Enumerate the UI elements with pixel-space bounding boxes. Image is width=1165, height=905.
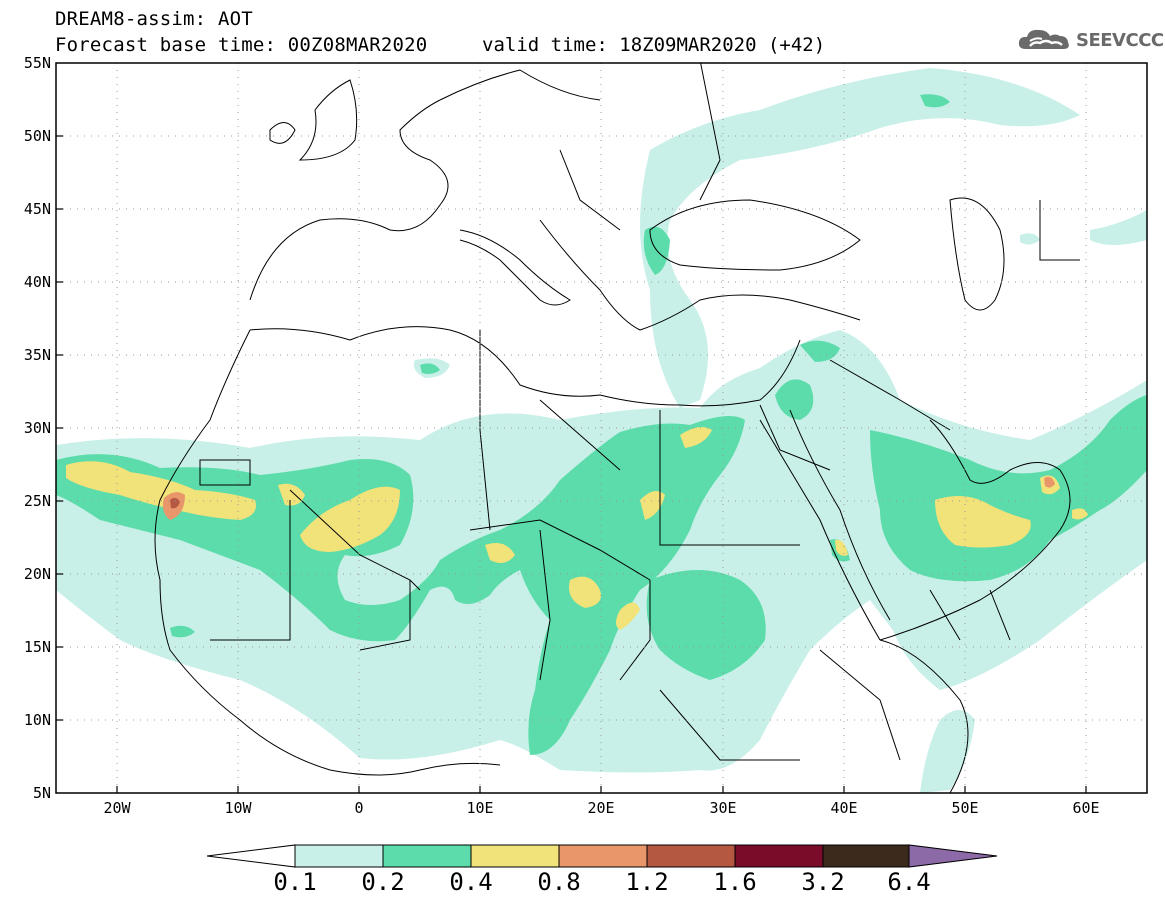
lat-label: 45N xyxy=(24,200,51,218)
lat-label: 30N xyxy=(24,419,51,437)
lat-label: 5N xyxy=(33,784,51,802)
cloud-icon xyxy=(1018,29,1069,49)
colorbar-label: 3.2 xyxy=(801,868,845,896)
axis-ticks xyxy=(56,135,1087,793)
lon-label: 50E xyxy=(951,799,978,817)
aot-contour-fields xyxy=(56,68,1147,793)
valid-time: valid time: 18Z09MAR2020 (+42) xyxy=(482,34,826,56)
lon-label: 40E xyxy=(830,799,857,817)
colorbar-high-arrow xyxy=(908,844,998,868)
forecast-base-time: Forecast base time: 00Z08MAR2020 xyxy=(55,34,428,56)
aot-field-0.4 xyxy=(66,426,1088,630)
lat-label: 55N xyxy=(24,54,51,72)
aot-field-1.2 xyxy=(170,497,180,509)
colorbar-box-0.1 xyxy=(294,844,384,868)
coastlines-and-borders xyxy=(154,63,1080,793)
lon-label: 10W xyxy=(224,799,252,817)
seevccc-logo: SEEVCCC xyxy=(1018,26,1164,54)
lat-label: 35N xyxy=(24,346,51,364)
lon-label: 20W xyxy=(103,799,131,817)
colorbar xyxy=(206,844,998,868)
logo-text: SEEVCCC xyxy=(1076,29,1164,51)
colorbar-box-0.4 xyxy=(470,844,560,868)
colorbar-box-0.8 xyxy=(558,844,648,868)
lon-label: 10E xyxy=(466,799,493,817)
product-title: DREAM8-assim: AOT xyxy=(55,8,253,30)
colorbar-box-1.6 xyxy=(734,844,824,868)
colorbar-label: 6.4 xyxy=(887,868,931,896)
lon-label: 20E xyxy=(587,799,614,817)
colorbar-box-3.2 xyxy=(822,844,910,868)
lat-label: 10N xyxy=(24,711,51,729)
colorbar-label: 0.4 xyxy=(449,868,493,896)
colorbar-box-0.2 xyxy=(382,844,472,868)
lon-label: 30E xyxy=(709,799,736,817)
colorbar-label: 1.2 xyxy=(625,868,669,896)
lon-label: 0 xyxy=(354,799,363,817)
colorbar-low-arrow xyxy=(206,844,296,868)
lon-label: 60E xyxy=(1072,799,1099,817)
colorbar-label: 1.6 xyxy=(713,868,757,896)
colorbar-label: 0.2 xyxy=(361,868,405,896)
lat-label: 50N xyxy=(24,127,51,145)
aot-field-0.1 xyxy=(56,68,1147,793)
lat-label: 25N xyxy=(24,492,51,510)
colorbar-label: 0.1 xyxy=(273,868,317,896)
latitude-labels: 55N 50N 45N 40N 35N 30N 25N 20N 15N 10N … xyxy=(24,54,51,802)
gridlines xyxy=(56,63,1147,793)
lat-label: 20N xyxy=(24,565,51,583)
colorbar-box-1.2 xyxy=(646,844,736,868)
longitude-labels: 20W 10W 0 10E 20E 30E 40E 50E 60E xyxy=(103,799,1099,817)
colorbar-label: 0.8 xyxy=(537,868,581,896)
lat-label: 15N xyxy=(24,638,51,656)
lat-label: 40N xyxy=(24,273,51,291)
